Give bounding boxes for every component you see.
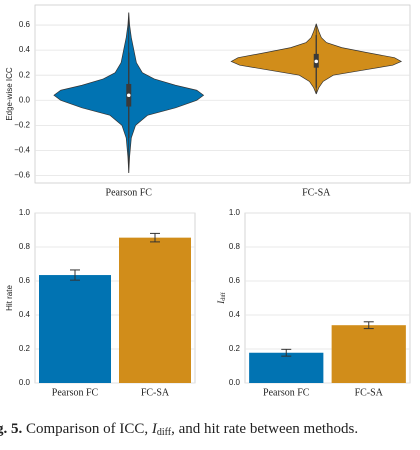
caption-var-sub: diff xyxy=(157,427,172,438)
y-tick-label: 0.6 xyxy=(229,276,241,285)
y-tick-label: 1.0 xyxy=(229,208,241,217)
y-tick-label: 0.2 xyxy=(19,70,31,79)
y-tick-label: 0.4 xyxy=(229,310,241,319)
x-tick-label: FC-SA xyxy=(141,387,170,398)
violin-half xyxy=(315,23,403,95)
y-tick-label: 0.0 xyxy=(229,378,241,387)
bar xyxy=(39,275,111,383)
y-axis-label-var: I xyxy=(216,300,226,305)
violin-half xyxy=(53,12,130,173)
bar xyxy=(331,325,406,383)
y-tick-label: 0.6 xyxy=(19,20,31,29)
y-tick-label: −0.6 xyxy=(14,171,30,180)
y-tick-label: 0.0 xyxy=(19,95,31,104)
caption: g. 5. Comparison of ICC, Idiff, and hit … xyxy=(0,421,358,438)
x-tick-label: Pearson FC xyxy=(106,187,153,198)
y-tick-label: 0.8 xyxy=(19,242,31,251)
y-tick-label: 0.2 xyxy=(229,344,241,353)
y-axis-label: Hit rate xyxy=(5,285,14,311)
y-tick-label: −0.2 xyxy=(14,120,30,129)
caption-text: Comparison of ICC, xyxy=(22,421,152,437)
bar xyxy=(249,352,324,383)
y-tick-label: 1.0 xyxy=(19,208,31,217)
y-tick-label: 0.0 xyxy=(19,378,31,387)
error-bar xyxy=(363,321,374,330)
y-axis-label: Idiff xyxy=(216,292,227,305)
y-axis-label-sub: diff xyxy=(220,292,227,301)
plot-area xyxy=(34,4,411,184)
caption-text: , and hit rate between methods. xyxy=(171,421,358,437)
y-tick-label: 0.4 xyxy=(19,310,31,319)
caption-var: I xyxy=(151,421,158,437)
y-tick-label: −0.4 xyxy=(14,146,30,155)
bar xyxy=(119,237,191,383)
x-tick-label: FC-SA xyxy=(302,187,331,198)
violin-half xyxy=(128,12,205,173)
violin-half xyxy=(230,23,317,95)
x-tick-label: FC-SA xyxy=(355,387,384,398)
y-tick-label: 0.6 xyxy=(19,276,31,285)
error-bar xyxy=(150,232,160,243)
y-tick-label: 0.4 xyxy=(19,45,31,54)
error-bar xyxy=(281,348,292,357)
x-tick-label: Pearson FC xyxy=(263,387,310,398)
caption-label: g. 5. xyxy=(0,421,23,437)
median xyxy=(314,59,319,64)
y-axis-label: Edge-wise ICC xyxy=(5,67,14,121)
y-tick-label: 0.2 xyxy=(19,344,31,353)
y-tick-label: 0.8 xyxy=(229,242,241,251)
median xyxy=(126,93,131,98)
error-bar xyxy=(70,269,80,281)
x-tick-label: Pearson FC xyxy=(52,387,99,398)
